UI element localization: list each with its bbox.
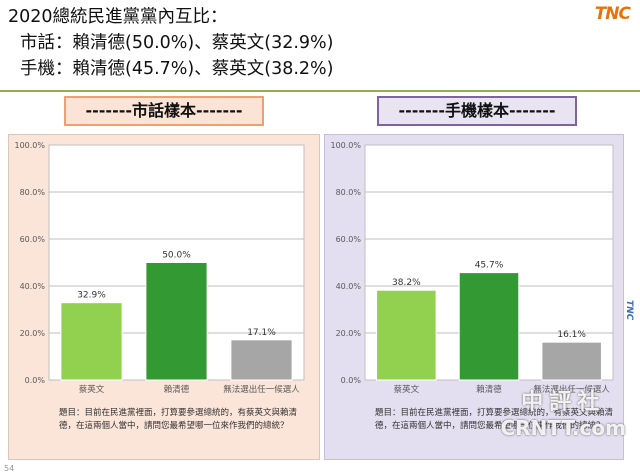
landline-bar xyxy=(230,339,293,381)
mobile-y-tick-label: 0.0% xyxy=(341,376,362,385)
landline-x-tick-label: 蔡英文 xyxy=(79,384,105,395)
mobile-bar xyxy=(541,341,602,381)
mobile-x-tick-label: 蔡英文 xyxy=(394,384,420,395)
page-number: 54 xyxy=(4,464,15,473)
landline-bar xyxy=(145,262,208,381)
mobile-y-tick-label: 100.0% xyxy=(330,141,361,150)
landline-x-tick-label: 無法選出任一候選人 xyxy=(223,384,300,395)
watermark-cn: 中評社 xyxy=(521,390,606,415)
landline-data-label: 50.0% xyxy=(162,251,191,261)
mobile-x-tick-label: 賴清德 xyxy=(476,384,502,395)
mobile-y-tick-label: 60.0% xyxy=(336,235,362,244)
mobile-data-label: 45.7% xyxy=(475,261,504,271)
watermark: 中評社 CRNTT.com xyxy=(500,384,626,440)
edge-logo: TNC xyxy=(624,300,634,321)
landline-sample-label: -------市話樣本------- xyxy=(64,96,264,126)
landline-y-tick-label: 60.0% xyxy=(20,235,46,244)
mobile-data-label: 38.2% xyxy=(392,278,421,288)
mobile-question-text: 題目：目前在民進黨裡面，打算要參選總統的，有蔡英文與賴清德，在這兩個人當中，請問… xyxy=(375,408,614,431)
mobile-bar xyxy=(376,289,437,381)
mobile-chart-panel: 0.0% 20.0% 40.0% 60.0% 80.0% 100.0% 38.2% 蔡英文 45… xyxy=(324,134,624,460)
landline-chart-panel: 0.0% 20.0% 40.0% 60.0% 80.0% 100.0% 32.9% 蔡英文 50… xyxy=(8,134,320,460)
tnc-logo: TNC xyxy=(594,4,631,24)
page-title: 2020總統民進黨黨內互比： xyxy=(8,7,228,27)
mobile-sample-label: -------手機樣本------- xyxy=(377,96,577,126)
mobile-y-tick-label: 80.0% xyxy=(336,188,362,197)
mobile-y-tick-label: 40.0% xyxy=(336,282,362,291)
mobile-y-tick-label: 20.0% xyxy=(336,329,362,338)
landline-x-tick-label: 賴清德 xyxy=(164,384,190,395)
mobile-data-label: 16.1% xyxy=(557,330,586,340)
landline-y-tick-label: 80.0% xyxy=(20,188,46,197)
landline-y-tick-label: 20.0% xyxy=(20,329,46,338)
landline-y-tick-label: 40.0% xyxy=(20,282,46,291)
mobile-result-line: 手機：賴清德(45.7%)、蔡英文(38.2%) xyxy=(20,59,334,79)
landline-data-label: 32.9% xyxy=(77,291,106,301)
mobile-x-tick-label: 無法選出任一候選人 xyxy=(533,384,610,395)
landline-y-tick-label: 0.0% xyxy=(25,376,46,385)
landline-result-line: 市話：賴清德(50.0%)、蔡英文(32.9%) xyxy=(20,33,334,53)
landline-bar-chart: 0.0% 20.0% 40.0% 60.0% 80.0% 100.0% 32.9% 蔡英文 50… xyxy=(14,141,305,395)
landline-data-label: 17.1% xyxy=(247,328,276,338)
landline-question-text: 題目：目前在民進黨裡面，打算要參選總統的，有蔡英文與賴清德，在這兩個人當中，請問… xyxy=(59,408,298,431)
landline-bar xyxy=(60,302,123,381)
landline-y-tick-label: 100.0% xyxy=(14,141,45,150)
watermark-en: CRNTT.com xyxy=(500,416,626,440)
mobile-bar xyxy=(458,272,520,381)
mobile-bar-chart: 0.0% 20.0% 40.0% 60.0% 80.0% 100.0% 38.2% 蔡英文 45… xyxy=(330,141,614,395)
title-block: 2020總統民進黨黨內互比： 市話：賴清德(50.0%)、蔡英文(32.9%) … xyxy=(8,4,568,82)
header-divider xyxy=(0,90,640,92)
